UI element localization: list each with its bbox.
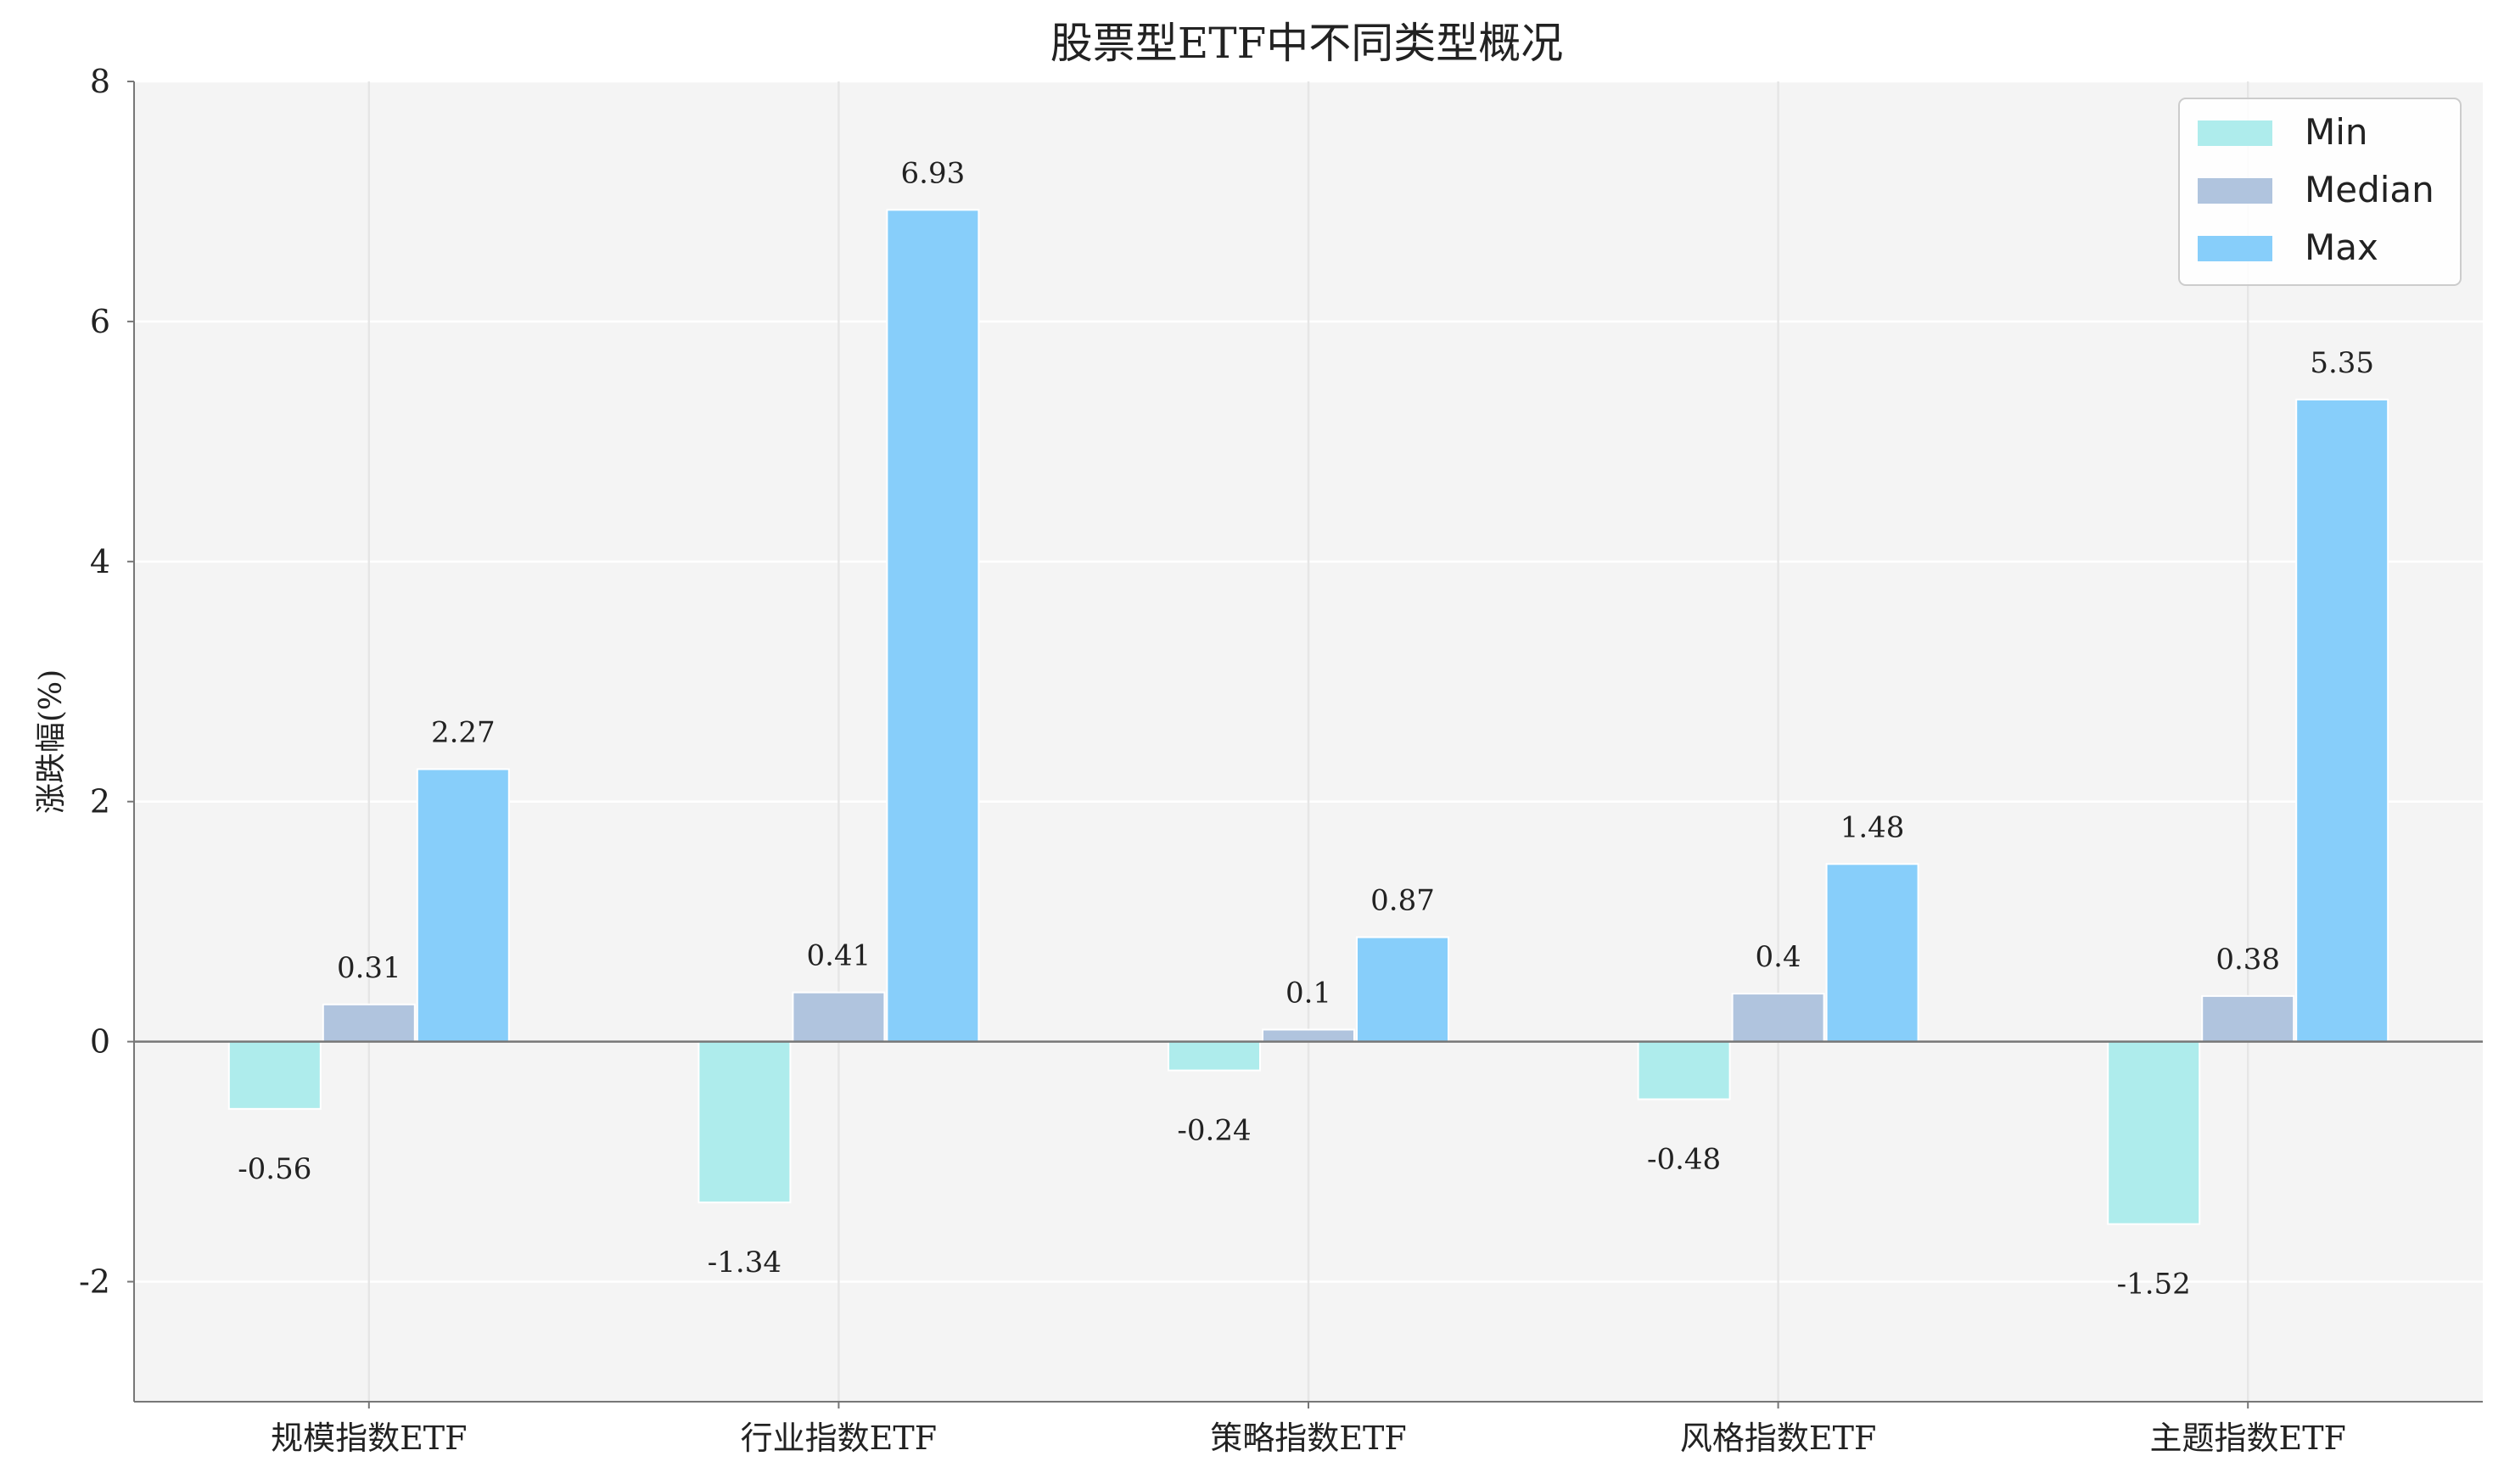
data-label: -0.48 (1647, 1143, 1721, 1177)
legend-swatch-max (2198, 236, 2272, 261)
bar-min-1 (697, 1040, 792, 1204)
x-tick-label: 行业指数ETF (741, 1420, 937, 1457)
y-tick-label: 6 (90, 303, 110, 340)
data-label: 0.41 (807, 939, 871, 973)
bar-median-0 (322, 1003, 416, 1043)
y-ticks: -2 0 2 4 6 8 (79, 63, 134, 1301)
y-tick-label: 2 (90, 783, 110, 820)
y-tick-label: 4 (90, 543, 110, 580)
bar-min-0 (227, 1040, 322, 1110)
data-labels-layer: -0.56 0.31 2.27 -1.34 0.41 6.93 -0.24 0.1 0.87 -0… (238, 156, 2374, 1301)
bar-median-2 (1262, 1028, 1355, 1043)
legend: Min Median Max (2178, 98, 2462, 286)
data-label: 0.38 (2216, 943, 2280, 977)
bar-median-1 (792, 991, 886, 1043)
bar-median-4 (2201, 994, 2295, 1043)
data-label: -0.24 (1177, 1114, 1251, 1148)
y-tick-label: 8 (90, 63, 110, 100)
data-label: -0.56 (238, 1152, 311, 1186)
chart-title: 股票型ETF中不同类型概况 (1050, 19, 1564, 68)
data-label: 0.1 (1286, 976, 1331, 1010)
x-tick-label: 策略指数ETF (1210, 1420, 1406, 1457)
bar-median-3 (1731, 993, 1825, 1043)
x-tick-label: 主题指数ETF (2149, 1420, 2345, 1457)
y-axis-label: 涨跌幅(%) (34, 669, 69, 814)
bar-max-3 (1825, 863, 1919, 1043)
legend-label-median: Median (2305, 169, 2434, 210)
bar-min-3 (1637, 1040, 1731, 1100)
legend-label-min: Min (2305, 111, 2368, 153)
bar-max-2 (1356, 936, 1449, 1043)
legend-swatch-median (2198, 178, 2272, 204)
legend-swatch-min (2198, 120, 2272, 146)
data-label: 5.35 (2310, 346, 2374, 380)
y-tick-label: 0 (90, 1023, 110, 1061)
bar-max-4 (2295, 398, 2389, 1043)
data-label: -1.52 (2117, 1268, 2191, 1302)
x-ticks: 规模指数ETF 行业指数ETF 策略指数ETF 风格指数ETF 主题指数ETF (271, 1402, 2346, 1457)
legend-label-max: Max (2305, 227, 2378, 268)
grid-layer (134, 80, 2483, 1402)
data-label: 0.87 (1370, 884, 1435, 918)
bar-min-4 (2107, 1040, 2201, 1225)
data-label: 1.48 (1840, 810, 1905, 844)
data-label: 0.4 (1756, 940, 1801, 974)
x-tick-label: 风格指数ETF (1680, 1420, 1876, 1457)
bar-min-2 (1168, 1040, 1261, 1072)
data-label: 0.31 (337, 951, 401, 985)
x-tick-label: 规模指数ETF (271, 1420, 467, 1457)
bar-max-0 (416, 768, 510, 1043)
data-label: 2.27 (431, 716, 496, 750)
bar-max-1 (886, 209, 980, 1043)
y-tick-label: -2 (79, 1263, 110, 1301)
data-label: -1.34 (708, 1246, 781, 1280)
data-label: 6.93 (901, 156, 966, 190)
